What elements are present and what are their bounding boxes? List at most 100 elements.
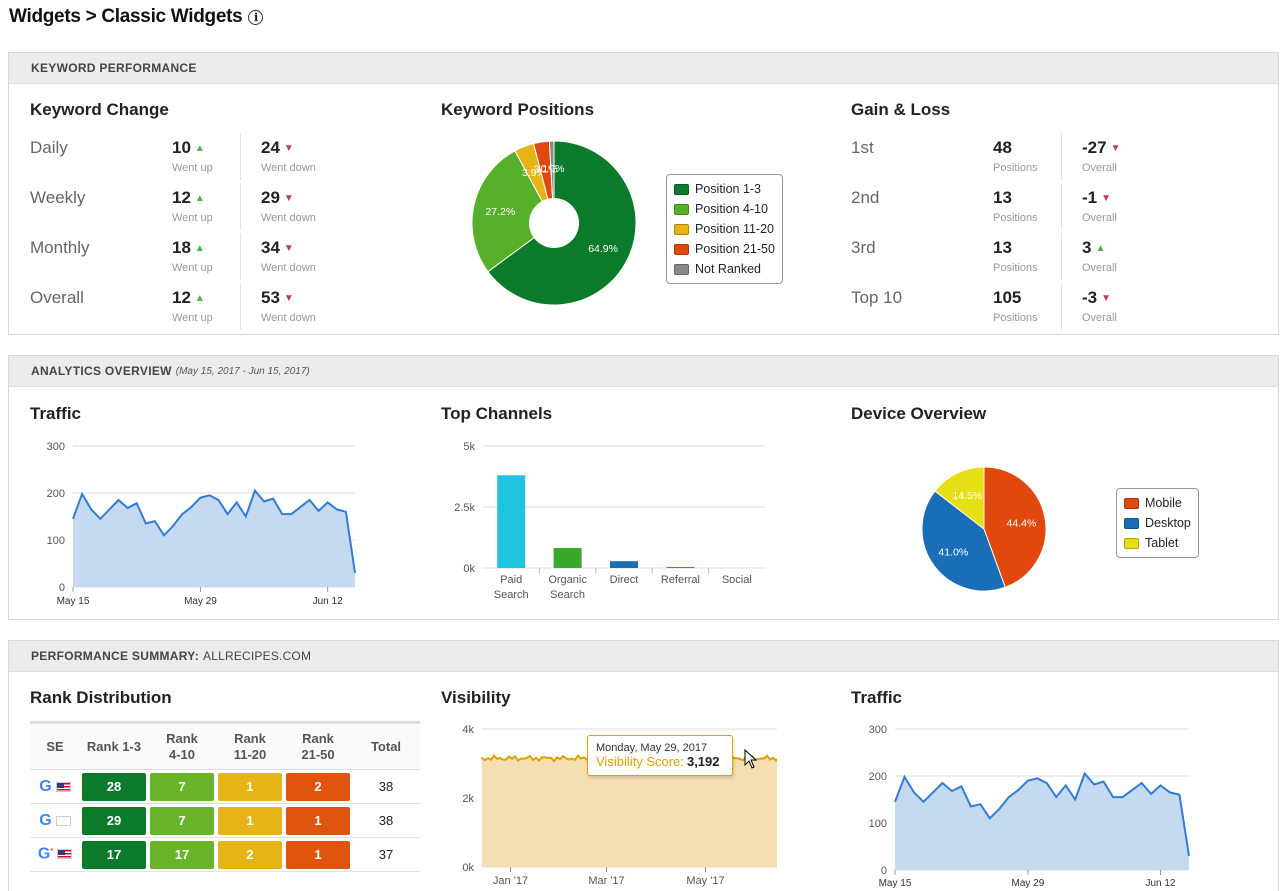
went-down-value: 29 ▼	[261, 188, 294, 207]
device-overview-pie[interactable]: 44.4% 41.0% 14.5%	[914, 459, 1054, 599]
row-label: Daily	[30, 138, 68, 157]
panel-header: PERFORMANCE SUMMARY: ALLRECIPES.COM	[9, 641, 1278, 672]
went-up-value: 18 ▲	[172, 238, 205, 257]
rank-cell[interactable]: 7	[148, 803, 216, 838]
rank-cell[interactable]: 1	[284, 837, 352, 872]
domain-name: ALLRECIPES.COM	[203, 649, 312, 663]
device-overview-legend: Mobile Desktop Tablet	[1116, 488, 1199, 558]
rank-count-badge[interactable]: 29	[82, 806, 146, 835]
traffic-summary-chart[interactable]: 0 100 200 300 May 15 May 29 Jun 12	[851, 719, 1191, 891]
went-down-label: Went down	[261, 262, 316, 274]
positions-value: 48	[993, 138, 1012, 157]
rank-count-badge[interactable]: 28	[82, 772, 146, 801]
rank-count-badge[interactable]: 1	[218, 772, 282, 801]
rank-count-badge[interactable]: 7	[150, 806, 214, 835]
rank-count-badge[interactable]: 1	[286, 840, 350, 869]
divider	[1061, 233, 1062, 280]
went-up-value: 12 ▲	[172, 288, 205, 307]
gain-loss-title: Gain & Loss	[851, 100, 951, 119]
rank-count-badge[interactable]: 1	[218, 806, 282, 835]
device-overview-title: Device Overview	[851, 404, 987, 423]
series-line	[72, 488, 356, 574]
divider	[240, 183, 241, 230]
table-row[interactable]: G 28 7 1 2 38	[30, 769, 420, 804]
bar	[610, 561, 638, 568]
x-tick-label: Organic	[548, 574, 587, 586]
rank-cell[interactable]: 28	[80, 769, 148, 804]
rank-cell[interactable]: 1	[216, 769, 284, 804]
area-fill	[482, 755, 777, 867]
legend-item: Mobile	[1124, 493, 1191, 513]
legend-label: Position 21-50	[695, 242, 775, 256]
legend-item: Position 21-50	[674, 239, 775, 259]
search-engine-cell: G▪	[30, 837, 80, 872]
rank-distribution-title: Rank Distribution	[30, 688, 172, 707]
keyword-positions-title: Keyword Positions	[441, 100, 595, 119]
rank-cell[interactable]: 29	[80, 803, 148, 838]
went-up-value: 10 ▲	[172, 138, 205, 157]
google-icon: G	[39, 777, 52, 795]
legend-label: Position 1-3	[695, 182, 762, 196]
keyword-positions-pie[interactable]: 64.9%27.2%3.9%3.1%0.9%	[464, 133, 644, 313]
rank-cell[interactable]: 1	[284, 803, 352, 838]
slice-label: 0.9%	[540, 163, 564, 175]
panel-header: ANALYTICS OVERVIEW (May 15, 2017 - Jun 1…	[9, 356, 1278, 387]
tooltip-date: Monday, May 29, 2017	[596, 742, 708, 754]
table-row[interactable]: G 29 7 1 1 38	[30, 803, 420, 838]
y-tick-label: 200	[47, 488, 65, 500]
rank-cell[interactable]: 7	[148, 769, 216, 804]
legend-swatch	[674, 263, 689, 275]
gain-loss-row: 3rd 13 Positions 3 ▲ Overall	[851, 233, 1181, 283]
row-label: 2nd	[851, 188, 880, 207]
column-header[interactable]: Rank 11-20	[216, 721, 284, 770]
pie-slice	[934, 466, 985, 531]
divider	[1061, 283, 1062, 330]
arrow-down-icon: ▼	[283, 293, 294, 304]
column-header[interactable]: Rank 21-50	[284, 721, 352, 770]
table-row[interactable]: G▪ 17 17 2 1 37	[30, 837, 420, 872]
rank-distribution-table: SE Rank 1-3 Rank 4-10 Rank 11-20 Rank 21-50 Tota…	[30, 721, 420, 872]
rank-count-badge[interactable]: 2	[286, 772, 350, 801]
top-channels-chart[interactable]: 0k 2.5k 5k Paid Search Organic Search Direct Ref…	[439, 434, 779, 609]
rank-cell[interactable]: 17	[80, 837, 148, 872]
rank-count-badge[interactable]: 2	[218, 840, 282, 869]
google-icon: G	[39, 811, 52, 829]
positions-label: Positions	[993, 262, 1038, 274]
slice-label: 14.5%	[952, 490, 982, 502]
info-icon[interactable]: i	[248, 9, 264, 25]
bar	[497, 475, 526, 568]
y-tick-label: 300	[869, 724, 887, 736]
rank-cell[interactable]: 1	[216, 803, 284, 838]
x-tick-label: Jun 12	[313, 596, 343, 607]
date-range: (May 15, 2017 - Jun 15, 2017)	[175, 365, 310, 377]
rank-cell[interactable]: 2	[216, 837, 284, 872]
rank-cell[interactable]: 17	[148, 837, 216, 872]
y-tick-label: 300	[47, 441, 65, 453]
rank-count-badge[interactable]: 7	[150, 772, 214, 801]
visibility-chart[interactable]: 0k 2k 4k Jan '17 Mar '17 May '17	[437, 719, 777, 891]
column-header[interactable]: Rank 1-3	[80, 721, 148, 770]
total-cell: 37	[352, 837, 420, 872]
traffic-chart[interactable]: 0 100 200 300 May 15 May 29 Jun 12	[29, 434, 369, 609]
rank-count-badge[interactable]: 17	[150, 840, 214, 869]
divider	[1061, 183, 1062, 230]
rank-count-badge[interactable]: 1	[286, 806, 350, 835]
overall-label: Overall	[1082, 212, 1117, 224]
bar	[666, 567, 695, 568]
column-header[interactable]: Rank 4-10	[148, 721, 216, 770]
divider	[240, 133, 241, 180]
positions-value: 13	[993, 238, 1012, 257]
x-tick-label: Mar '17	[588, 875, 624, 887]
went-down-label: Went down	[261, 162, 316, 174]
x-tick-label: Search	[550, 589, 585, 601]
column-header[interactable]: SE	[30, 721, 80, 770]
x-tick-label: May 29	[184, 596, 217, 607]
arrow-down-icon: ▼	[1110, 143, 1121, 154]
column-header[interactable]: Total	[352, 721, 420, 770]
slice-label: 44.4%	[1007, 517, 1037, 529]
legend-label: Desktop	[1145, 516, 1191, 530]
y-tick-label: 0k	[462, 862, 474, 874]
y-tick-label: 100	[47, 535, 65, 547]
rank-cell[interactable]: 2	[284, 769, 352, 804]
rank-count-badge[interactable]: 17	[82, 840, 146, 869]
